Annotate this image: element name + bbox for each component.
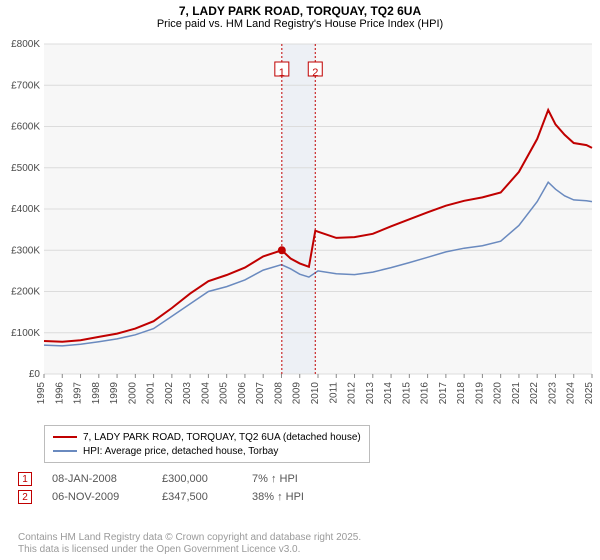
legend-swatch [53,436,77,438]
svg-text:2003: 2003 [182,382,193,405]
legend-swatch [53,450,77,452]
legend-item: HPI: Average price, detached house, Torb… [53,444,361,458]
legend-item: 7, LADY PARK ROAD, TORQUAY, TQ2 6UA (det… [53,430,361,444]
transactions-table: 1 08-JAN-2008£300,0007% ↑ HPI 2 06-NOV-2009… [18,470,342,506]
svg-text:1999: 1999 [109,382,120,405]
svg-text:2014: 2014 [383,382,394,405]
svg-text:2006: 2006 [237,382,248,405]
svg-text:2011: 2011 [328,382,339,404]
svg-text:1997: 1997 [73,382,84,405]
footnote-line: Contains HM Land Registry data © Crown c… [18,532,361,544]
svg-text:2005: 2005 [219,382,230,405]
footnote: Contains HM Land Registry data © Crown c… [18,532,361,556]
svg-text:2: 2 [312,67,318,79]
svg-text:£700K: £700K [11,80,40,91]
chart-subtitle: Price paid vs. HM Land Registry's House … [0,18,600,34]
svg-text:2002: 2002 [164,382,175,405]
transaction-hpi: 38% ↑ HPI [252,491,342,503]
svg-text:£400K: £400K [11,204,40,215]
svg-text:£500K: £500K [11,163,40,174]
transaction-marker: 1 [18,472,32,486]
svg-text:2004: 2004 [200,382,211,405]
svg-text:2017: 2017 [438,382,449,405]
svg-text:£800K: £800K [11,40,40,50]
svg-text:£600K: £600K [11,122,40,133]
svg-text:2015: 2015 [401,382,412,405]
svg-text:2008: 2008 [273,382,284,405]
transaction-row: 2 06-NOV-2009£347,50038% ↑ HPI [18,488,342,506]
svg-text:2009: 2009 [292,382,303,405]
svg-text:£300K: £300K [11,245,40,256]
transaction-row: 1 08-JAN-2008£300,0007% ↑ HPI [18,470,342,488]
svg-text:2021: 2021 [511,382,522,405]
svg-text:£100K: £100K [11,328,40,339]
svg-text:2000: 2000 [127,382,138,405]
chart-legend: 7, LADY PARK ROAD, TORQUAY, TQ2 6UA (det… [44,425,370,463]
footnote-line: This data is licensed under the Open Gov… [18,544,361,556]
transaction-price: £347,500 [162,491,252,503]
svg-text:2019: 2019 [474,382,485,405]
svg-text:2023: 2023 [547,382,558,405]
svg-text:1998: 1998 [91,382,102,405]
svg-text:2016: 2016 [420,382,431,405]
svg-text:2013: 2013 [365,382,376,405]
legend-label: 7, LADY PARK ROAD, TORQUAY, TQ2 6UA (det… [83,432,361,443]
svg-text:2007: 2007 [255,382,266,405]
svg-text:2022: 2022 [529,382,540,405]
transaction-price: £300,000 [162,473,252,485]
svg-text:2012: 2012 [347,382,358,405]
legend-label: HPI: Average price, detached house, Torb… [83,446,278,457]
transaction-date: 08-JAN-2008 [52,473,162,485]
svg-text:2010: 2010 [310,382,321,405]
chart-title: 7, LADY PARK ROAD, TORQUAY, TQ2 6UA [0,0,600,18]
svg-text:1: 1 [279,67,285,79]
svg-text:2001: 2001 [146,382,157,405]
svg-text:2025: 2025 [584,382,595,405]
svg-text:2020: 2020 [493,382,504,405]
price-chart: £0 £100K £200K £300K £400K £500K £600K £700K £80… [0,40,600,420]
transaction-marker: 2 [18,490,32,504]
svg-text:2024: 2024 [566,382,577,405]
transaction-hpi: 7% ↑ HPI [252,473,342,485]
transaction-date: 06-NOV-2009 [52,491,162,503]
svg-text:2018: 2018 [456,382,467,405]
svg-text:£0: £0 [29,369,41,380]
svg-text:£200K: £200K [11,287,40,298]
svg-text:1996: 1996 [54,382,65,405]
svg-text:1995: 1995 [36,382,47,405]
